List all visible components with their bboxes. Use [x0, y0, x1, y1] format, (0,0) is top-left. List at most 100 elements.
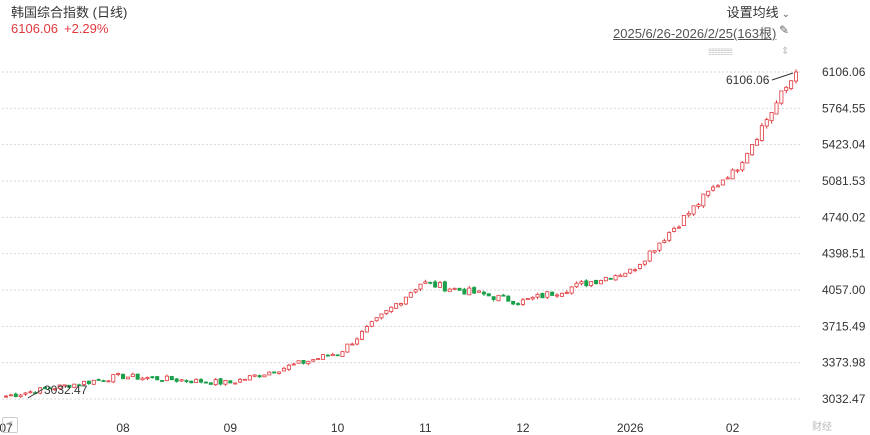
max-annotation: 6106.06: [726, 73, 770, 87]
candle-body: [213, 379, 218, 386]
candle-body: [725, 177, 730, 180]
candle-body: [325, 354, 330, 357]
y-tick-label: 3715.49: [822, 319, 866, 333]
candle-body: [418, 283, 423, 290]
chart-title: 韩国综合指数 (日线): [11, 5, 128, 20]
candle-body: [594, 279, 599, 285]
candle-body: [657, 242, 662, 251]
y-tick-label: 5764.55: [822, 101, 866, 115]
candle-body: [706, 190, 711, 196]
candle-body: [384, 310, 389, 314]
candle-body: [252, 374, 257, 377]
candle-body: [764, 119, 769, 127]
candle-body: [359, 330, 364, 340]
candle-body: [47, 387, 52, 390]
candle-body: [67, 384, 72, 388]
candle-body: [715, 185, 720, 188]
candle-body: [589, 281, 594, 286]
candle-body: [96, 379, 101, 381]
candle-body: [174, 378, 179, 382]
candle-body: [403, 296, 408, 305]
candle-body: [340, 351, 345, 357]
candle-body: [364, 326, 369, 333]
candle-body: [101, 380, 106, 382]
expand-icon[interactable]: ⇕: [781, 46, 790, 57]
candle-body: [740, 162, 745, 171]
candle-body: [13, 393, 18, 398]
candle-body: [506, 295, 511, 302]
candle-body: [218, 378, 223, 385]
change-percent: +2.29%: [64, 21, 109, 36]
candle-body: [774, 102, 779, 115]
candle-body: [730, 169, 735, 180]
candle-body: [613, 275, 618, 281]
chevron-down-icon: ⌄: [781, 9, 790, 20]
x-tick-label: 02: [726, 421, 740, 435]
candle-body: [525, 298, 530, 300]
candle-body: [57, 384, 62, 389]
date-range-selector[interactable]: 2025/6/26-2026/2/25(163根): [613, 26, 777, 41]
candle-body: [291, 363, 296, 366]
y-tick-label: 4057.00: [822, 283, 866, 297]
candle-body: [452, 287, 457, 290]
candle-body: [745, 153, 750, 164]
candle-body: [194, 378, 199, 384]
candle-body: [111, 374, 116, 383]
candle-body: [28, 391, 33, 394]
candle-body: [794, 71, 799, 82]
candle-body: [408, 292, 413, 298]
candle-body: [447, 288, 452, 292]
candle-body: [598, 280, 603, 285]
candle-body: [330, 354, 335, 357]
candle-body: [257, 375, 262, 378]
candle-body: [345, 343, 350, 353]
candle-body: [481, 291, 486, 295]
candle-body: [511, 300, 516, 305]
candle-body: [140, 377, 145, 381]
candle-body: [203, 381, 208, 384]
candle-body: [130, 373, 135, 377]
candle-body: [603, 276, 608, 282]
candle-body: [477, 290, 482, 293]
candle-body: [569, 286, 574, 294]
candle-body: [160, 380, 165, 382]
x-tick-label: 10: [331, 421, 345, 435]
candle-body: [306, 360, 311, 365]
candle-body: [559, 292, 564, 297]
x-tick-label: 08: [116, 421, 130, 435]
candle-body: [608, 277, 613, 280]
candle-body: [711, 186, 716, 191]
y-tick-label: 4398.51: [822, 247, 866, 261]
candle-body: [52, 388, 57, 391]
candle-body: [145, 377, 150, 380]
candle-body: [389, 306, 394, 312]
candle-body: [520, 299, 525, 305]
candle-body: [555, 294, 560, 297]
candle-body: [779, 90, 784, 104]
candle-body: [199, 379, 204, 383]
last-value: 6106.06: [11, 21, 58, 36]
scroll-left-button[interactable]: <: [2, 417, 18, 433]
candle-body: [467, 287, 472, 296]
candle-body: [647, 250, 652, 262]
ma-settings-button[interactable]: 设置均线 ⌄: [727, 2, 790, 21]
candle-body: [637, 264, 642, 269]
candle-body: [413, 289, 418, 293]
ma-settings-label: 设置均线: [726, 5, 779, 20]
candle-body: [125, 376, 130, 380]
candle-body: [696, 204, 701, 207]
candle-body: [540, 292, 545, 299]
min-annotation-arrow: [27, 388, 44, 399]
candle-body: [82, 380, 87, 385]
candle-body: [633, 269, 638, 272]
y-tick-label: 3032.47: [822, 392, 866, 406]
candle-body: [672, 227, 677, 232]
candle-body: [43, 386, 48, 390]
candle-body: [242, 378, 247, 381]
candle-body: [208, 382, 213, 385]
range-scroller-icon[interactable]: ⁞⁞⁞⁞⁞⁞⁞⁞⁞⁞⁞⁞⁞⁞⁞⁞: [708, 47, 733, 57]
pin-icon[interactable]: ✎: [779, 23, 790, 37]
candle-body: [77, 384, 82, 387]
y-tick-label: 3373.98: [822, 356, 866, 370]
